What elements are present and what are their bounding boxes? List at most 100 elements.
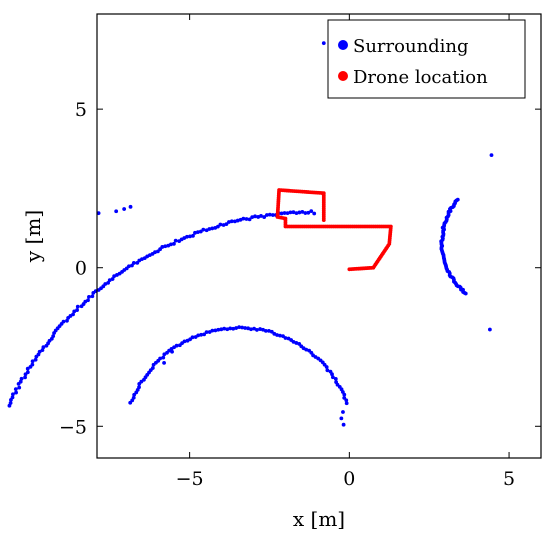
surrounding-point [272, 331, 277, 336]
surrounding-point [75, 308, 79, 312]
surrounding-point [204, 330, 209, 335]
surrounding-point [79, 304, 84, 309]
drone-location-point [321, 218, 326, 223]
surrounding-point [307, 348, 312, 353]
surrounding-point [300, 209, 305, 214]
x-tick-label: 5 [503, 468, 515, 490]
surrounding-point [96, 288, 101, 292]
surrounding-point [309, 209, 314, 214]
legend-marker-drone-location [338, 71, 348, 81]
surrounding-point [110, 277, 115, 281]
data-points [7, 41, 494, 427]
surrounding-point [122, 207, 127, 211]
axis-ticks: −5 0 5 −5 0 5 [59, 14, 541, 490]
surrounding-point [90, 294, 95, 299]
surrounding-point [235, 218, 240, 223]
surrounding-point [294, 211, 299, 216]
surrounding-point [23, 375, 27, 380]
surrounding-point [44, 343, 49, 348]
surrounding-point [30, 359, 35, 364]
surrounding-point [96, 211, 101, 216]
surrounding-point [285, 211, 290, 216]
surrounding-point [282, 211, 287, 215]
surrounding-point [19, 376, 24, 381]
surrounding-point [40, 348, 45, 353]
surrounding-point [210, 226, 215, 231]
surrounding-point [229, 219, 234, 224]
surrounding-point [17, 385, 22, 390]
surrounding-point [249, 327, 253, 332]
surrounding-point [264, 213, 269, 217]
surrounding-point [65, 318, 69, 323]
surrounding-point [250, 215, 255, 220]
surrounding-point [52, 331, 56, 335]
surrounding-point [286, 336, 291, 341]
surrounding-point [334, 380, 339, 385]
surrounding-point [132, 392, 137, 397]
surrounding-point [219, 327, 224, 332]
surrounding-point [155, 249, 160, 254]
legend-label-surrounding: Surrounding [353, 36, 469, 57]
surrounding-point [128, 400, 133, 405]
surrounding-point [297, 342, 302, 346]
surrounding-point [238, 217, 243, 222]
surrounding-point [177, 343, 182, 348]
surrounding-point [135, 260, 140, 265]
y-tick-label: 5 [75, 99, 87, 121]
surrounding-point [222, 326, 227, 331]
surrounding-point [328, 369, 333, 374]
legend: Surrounding Drone location [327, 19, 526, 99]
surrounding-point [246, 326, 251, 331]
surrounding-point [221, 223, 226, 227]
plot-frame [96, 13, 542, 459]
surrounding-point [34, 354, 39, 359]
surrounding-point [330, 375, 335, 380]
surrounding-point [279, 211, 284, 216]
surrounding-point [213, 328, 218, 333]
legend-label-drone-location: Drone location [353, 67, 488, 88]
surrounding-point [213, 226, 218, 230]
surrounding-point [291, 210, 296, 215]
surrounding-point [185, 338, 190, 343]
surrounding-point [225, 327, 230, 332]
surrounding-point [258, 327, 262, 331]
surrounding-point [244, 217, 249, 221]
surrounding-point [341, 422, 346, 427]
surrounding-point [87, 294, 91, 299]
surrounding-point [172, 241, 176, 246]
surrounding-point [341, 410, 345, 414]
surrounding-point [75, 304, 80, 309]
surrounding-point [162, 360, 166, 365]
surrounding-point [252, 326, 256, 331]
surrounding-point [231, 326, 236, 331]
surrounding-point [11, 392, 15, 397]
y-axis-label: y [m] [21, 210, 45, 263]
surrounding-point [202, 332, 207, 337]
surrounding-point [166, 243, 171, 248]
surrounding-point [137, 381, 142, 386]
surrounding-point [247, 217, 252, 222]
surrounding-point [195, 230, 200, 235]
legend-box [327, 19, 526, 99]
surrounding-point [333, 376, 338, 381]
x-axis-label: x [m] [293, 507, 345, 531]
surrounding-point [161, 355, 166, 360]
surrounding-point [72, 309, 77, 314]
surrounding-point [173, 238, 178, 243]
surrounding-point [198, 229, 203, 234]
surrounding-point [267, 212, 272, 217]
surrounding-point [321, 41, 326, 46]
surrounding-point [342, 396, 347, 400]
surrounding-point [303, 211, 308, 215]
surrounding-point [487, 327, 492, 332]
surrounding-point [234, 326, 239, 330]
surrounding-point [13, 387, 18, 392]
surrounding-point [339, 416, 344, 421]
surrounding-point [41, 345, 46, 350]
surrounding-point [199, 332, 204, 337]
surrounding-point [193, 230, 197, 235]
surrounding-point [269, 329, 274, 334]
surrounding-point [9, 397, 13, 402]
surrounding-point [23, 372, 28, 377]
surrounding-point [91, 290, 96, 295]
